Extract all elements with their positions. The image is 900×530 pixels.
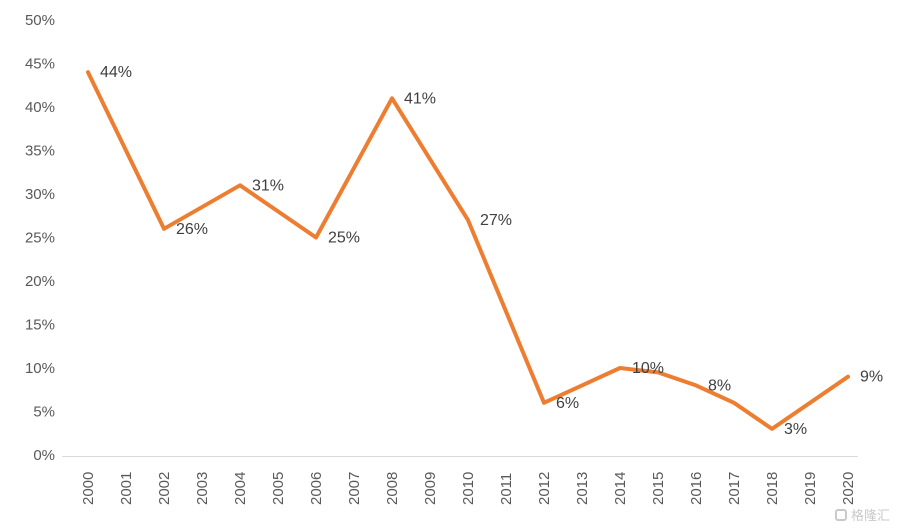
- x-tick-label: 2010: [460, 472, 477, 505]
- x-tick-label: 2001: [118, 472, 135, 505]
- y-tick-label: 45%: [25, 56, 55, 73]
- x-tick-label: 2016: [688, 472, 705, 505]
- x-tick-label: 2017: [726, 472, 743, 505]
- data-label: 26%: [176, 221, 208, 238]
- y-tick-label: 5%: [33, 404, 55, 421]
- data-label: 44%: [100, 64, 132, 81]
- y-tick-label: 10%: [25, 360, 55, 377]
- x-tick-label: 2019: [802, 472, 819, 505]
- data-label: 41%: [404, 90, 436, 107]
- y-tick-label: 15%: [25, 317, 55, 334]
- x-tick-label: 2013: [574, 472, 591, 505]
- x-tick-label: 2008: [384, 472, 401, 505]
- x-tick-label: 2014: [612, 472, 629, 505]
- watermark: 格隆汇: [834, 505, 890, 524]
- x-tick-label: 2018: [764, 472, 781, 505]
- x-tick-label: 2020: [840, 472, 857, 505]
- y-tick-label: 25%: [25, 230, 55, 247]
- x-tick-label: 2002: [156, 472, 173, 505]
- x-tick-label: 2006: [308, 472, 325, 505]
- watermark-logo-icon: [834, 508, 847, 521]
- y-tick-label: 0%: [33, 447, 55, 464]
- data-label: 6%: [556, 395, 579, 412]
- y-tick-label: 20%: [25, 273, 55, 290]
- data-label: 3%: [784, 421, 807, 438]
- y-tick-label: 50%: [25, 12, 55, 29]
- y-tick-label: 30%: [25, 186, 55, 203]
- x-tick-label: 2009: [422, 472, 439, 505]
- data-label: 27%: [480, 212, 512, 229]
- series-line: [86, 70, 850, 431]
- x-tick-label: 2011: [498, 473, 515, 505]
- x-tick-label: 2007: [346, 472, 363, 505]
- y-tick-label: 40%: [25, 99, 55, 116]
- data-label: 10%: [632, 360, 664, 377]
- data-label: 8%: [708, 377, 731, 394]
- data-label: 25%: [328, 230, 360, 247]
- x-tick-label: 2004: [232, 472, 249, 505]
- data-label: 31%: [252, 177, 284, 194]
- data-label: 9%: [860, 369, 883, 386]
- x-tick-label: 2015: [650, 472, 667, 505]
- x-tick-label: 2005: [270, 472, 287, 505]
- x-tick-label: 2000: [80, 472, 97, 505]
- y-tick-label: 35%: [25, 143, 55, 160]
- x-tick-label: 2012: [536, 472, 553, 505]
- x-tick-label: 2003: [194, 472, 211, 505]
- watermark-text: 格隆汇: [850, 508, 890, 523]
